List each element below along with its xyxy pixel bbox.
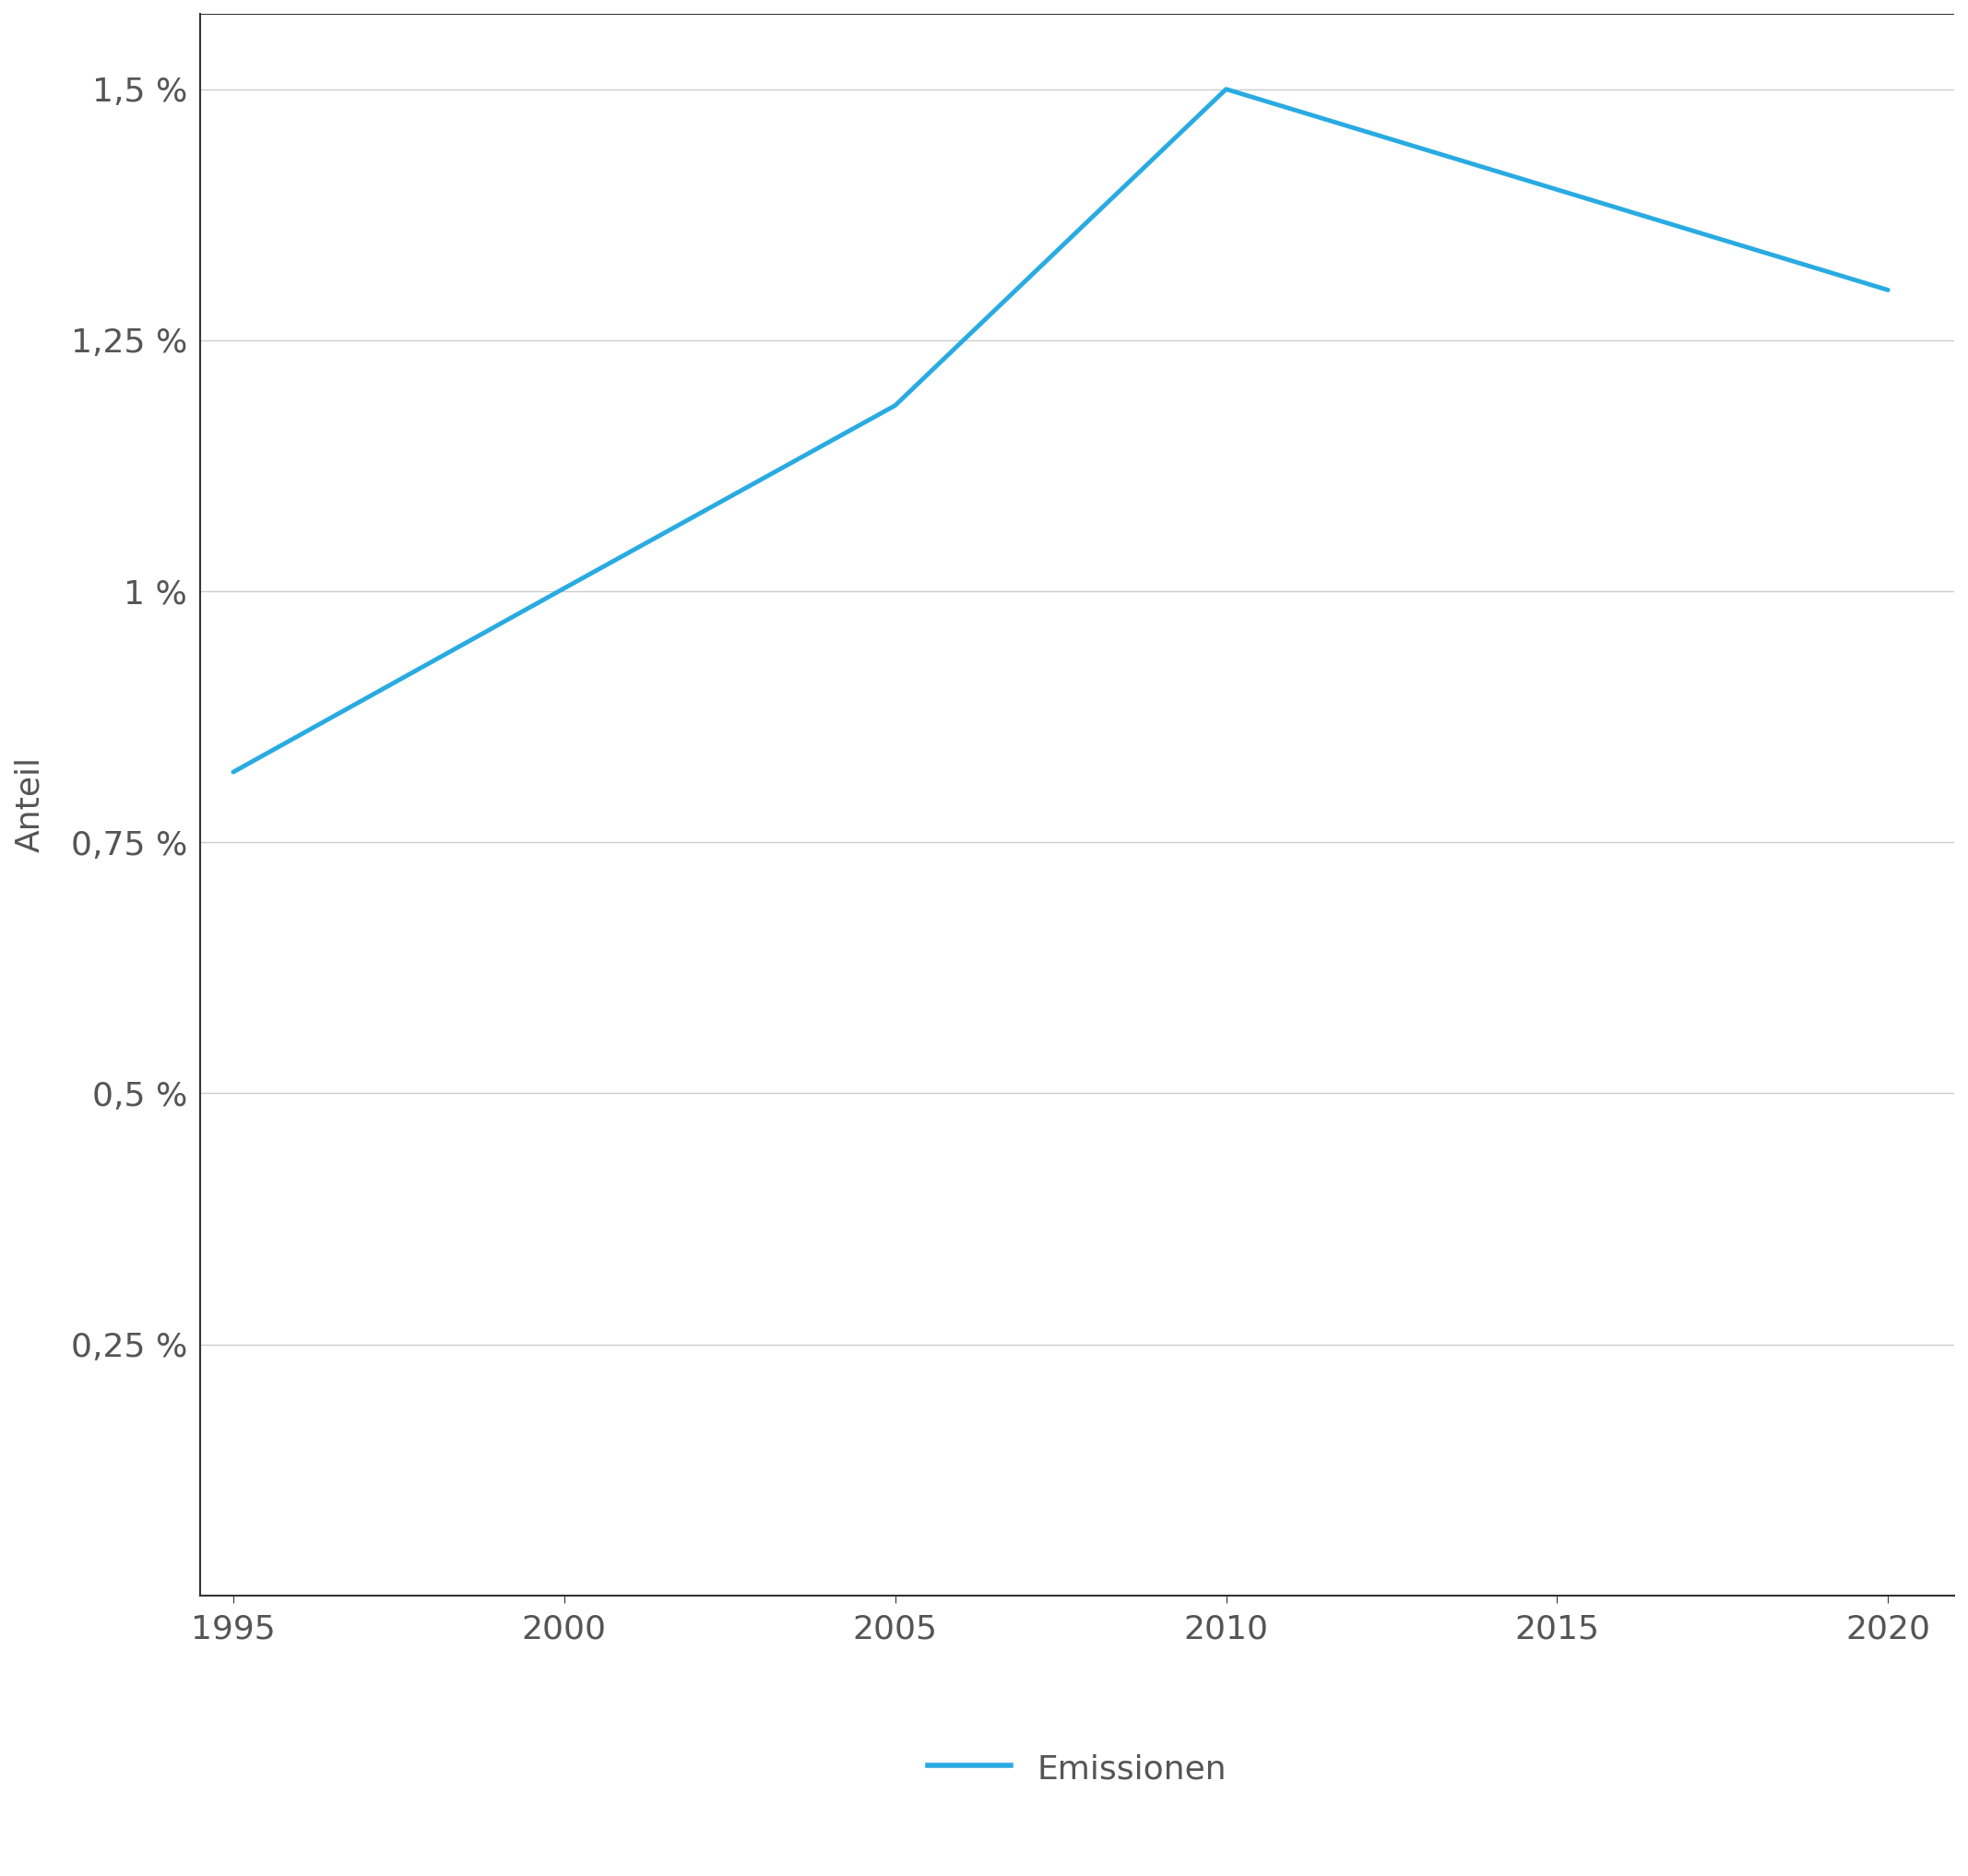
- Y-axis label: Anteil: Anteil: [14, 756, 45, 852]
- Legend: Emissionen: Emissionen: [913, 1739, 1240, 1797]
